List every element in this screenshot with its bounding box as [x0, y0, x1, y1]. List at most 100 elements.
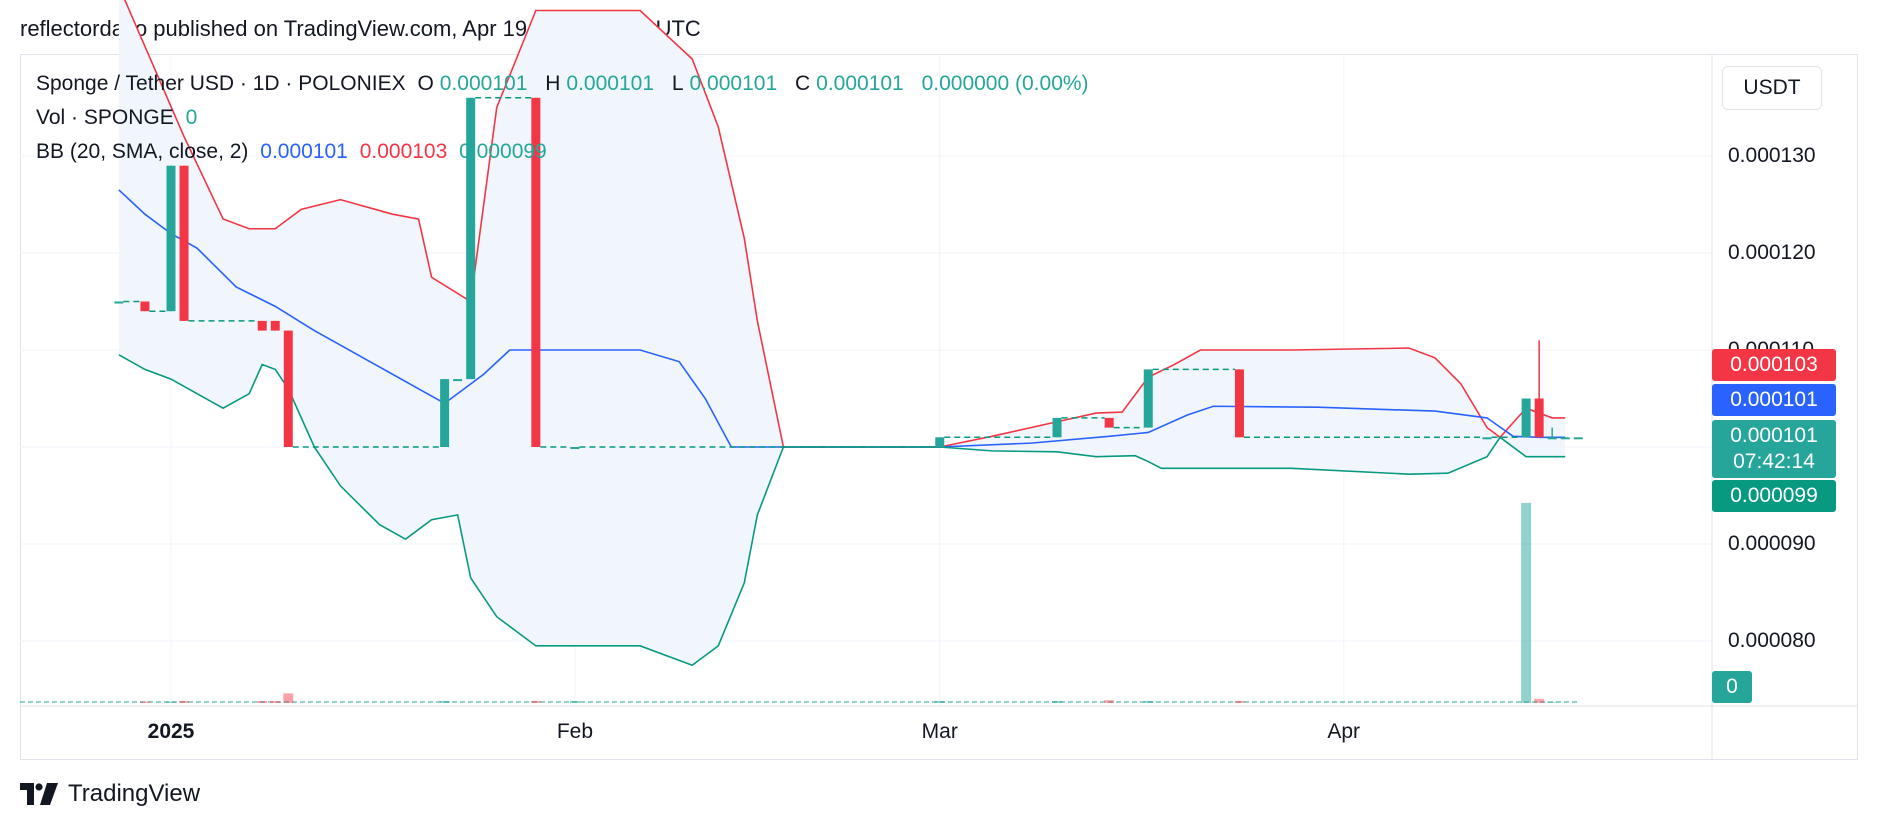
tradingview-logo-icon[interactable]	[20, 783, 60, 805]
last-price-value: 0.000101	[1730, 424, 1818, 447]
currency-button[interactable]: USDT	[1722, 66, 1822, 110]
legend-symbol-row[interactable]: Sponge / Tether USD · 1D · POLONIEX O 0.0…	[36, 72, 1095, 96]
volume-bar	[569, 700, 580, 703]
bb-fill	[118, 0, 1566, 666]
candle	[1104, 417, 1114, 428]
candle-body	[1234, 369, 1244, 438]
volume-bar	[1534, 698, 1545, 703]
bar-countdown: 07:42:14	[1733, 450, 1815, 473]
candle-body	[570, 447, 580, 449]
bb-upper-line	[123, 0, 1566, 448]
volume-bar	[530, 700, 541, 703]
legend-symbol[interactable]: Sponge / Tether USD · 1D · POLONIEX	[36, 72, 406, 95]
legend-close-value: 0.000101	[816, 72, 904, 95]
candle-body	[1482, 437, 1492, 440]
price-tick-label: 0.000120	[1728, 241, 1816, 264]
candle-body	[114, 301, 124, 304]
candle-body	[1560, 437, 1570, 440]
legend-low-label: L	[671, 72, 684, 95]
candle	[531, 97, 541, 448]
candles	[114, 97, 1583, 449]
candle-body	[283, 330, 293, 447]
candle-body	[453, 379, 463, 382]
candle	[270, 320, 280, 331]
bb-lower-line	[118, 354, 1566, 667]
time-tick-label: Feb	[556, 720, 594, 743]
candle	[1534, 340, 1544, 438]
legend-low-value: 0.000101	[689, 72, 778, 95]
candle	[1573, 437, 1583, 440]
candle	[257, 320, 267, 331]
chart-frame[interactable]	[20, 54, 1858, 760]
candle-body	[440, 379, 450, 447]
price-tick-label: 0.000130	[1728, 144, 1816, 167]
volume-bar	[1052, 700, 1063, 703]
legend-volume-label[interactable]: Vol · SPONGE	[36, 106, 174, 129]
volume-bars	[20, 502, 1579, 703]
footer-brand[interactable]: TradingView	[20, 780, 200, 808]
candle-body	[1573, 437, 1583, 440]
volume-bar	[257, 700, 268, 703]
time-tick-label: Apr	[1327, 720, 1361, 743]
legend-volume-row[interactable]: Vol · SPONGE 0	[36, 106, 203, 130]
legend-high-label: H	[545, 72, 561, 95]
candle	[466, 97, 476, 380]
bb-basis-price-label: 0.000101	[1712, 384, 1836, 416]
volume-bar	[166, 701, 176, 703]
volume-bar	[139, 701, 150, 703]
bb-upper-price-label: 0.000103	[1712, 349, 1836, 381]
volume-bar	[1143, 700, 1154, 703]
candle	[179, 165, 189, 321]
time-tick-label: 2025	[147, 720, 195, 743]
candle-body	[1521, 398, 1531, 438]
candle	[114, 301, 124, 304]
candle-body	[466, 97, 476, 380]
candle-body	[166, 165, 176, 312]
candle	[1547, 427, 1557, 440]
candle-body	[1143, 369, 1153, 428]
candle	[935, 437, 945, 447]
candle	[166, 165, 176, 312]
candle-body	[935, 437, 945, 447]
volume-bar	[1104, 700, 1115, 703]
price-tick-label: 0.000080	[1728, 629, 1816, 652]
volume-bar	[179, 700, 190, 703]
candle-body	[531, 97, 541, 448]
candle	[440, 379, 450, 447]
candle-body	[270, 320, 280, 331]
legend-bb-label[interactable]: BB (20, SMA, close, 2)	[36, 140, 249, 163]
bb-basis-line	[118, 189, 1566, 448]
legend-volume-value: 0	[185, 106, 198, 129]
bollinger-bands	[118, 0, 1566, 667]
last-price-label: 0.000101 07:42:14	[1712, 420, 1836, 478]
legend-bb-basis: 0.000101	[260, 140, 348, 163]
candle	[1521, 398, 1531, 438]
bb-lower-price-label: 0.000099	[1712, 480, 1836, 512]
candle-body	[1534, 398, 1544, 438]
legend-change: 0.000000 (0.00%)	[921, 72, 1089, 95]
candle-body	[179, 165, 189, 321]
volume-bar	[934, 700, 945, 703]
candle	[570, 447, 580, 449]
volume-bar	[1234, 700, 1245, 703]
legend-bb-upper: 0.000103	[359, 140, 448, 163]
footer-brand-text[interactable]: TradingView	[68, 780, 201, 807]
candle-body	[1104, 417, 1114, 428]
candle	[1482, 437, 1492, 440]
candle-body	[140, 301, 150, 312]
candle	[1143, 369, 1153, 428]
volume-price-label: 0	[1712, 671, 1752, 703]
candle-body	[1547, 437, 1557, 440]
time-tick-label: Mar	[921, 720, 958, 743]
volume-bar	[283, 693, 294, 703]
volume-bar	[1547, 702, 1558, 703]
candle-body	[257, 320, 267, 331]
candle	[1052, 417, 1062, 438]
candle	[283, 330, 293, 447]
legend-open-value: 0.000101	[439, 72, 528, 95]
legend-open-label: O	[417, 72, 434, 95]
volume-bar	[270, 700, 281, 703]
legend-bb-row[interactable]: BB (20, SMA, close, 2) 0.000101 0.000103…	[36, 140, 553, 164]
candle	[453, 379, 463, 382]
